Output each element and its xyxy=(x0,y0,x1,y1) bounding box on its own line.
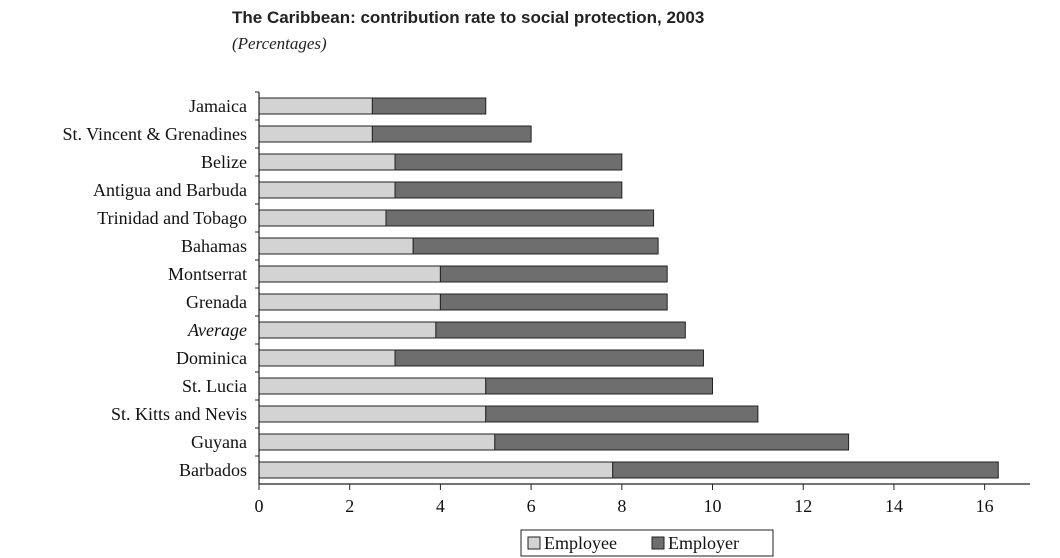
bar-employee xyxy=(258,237,414,255)
bar-employee xyxy=(258,377,487,395)
axes: Jamaica St. Vincent & Grenadines Belize Ant… xyxy=(62,91,1030,516)
chart-title: The Caribbean: contribution rate to soci… xyxy=(232,8,705,27)
bar-employer xyxy=(612,461,999,479)
x-tick-label: 10 xyxy=(704,496,722,516)
x-tick-label: 6 xyxy=(527,496,536,516)
y-tick-label: Montserrat xyxy=(168,264,247,284)
y-tick-label: St. Vincent & Grenadines xyxy=(62,124,247,144)
x-tick-label: 12 xyxy=(794,496,812,516)
bar-employee xyxy=(258,293,441,311)
bar-employee xyxy=(258,321,437,339)
x-tick-label: 14 xyxy=(885,496,903,516)
bars-layer xyxy=(258,97,999,479)
legend-box xyxy=(520,529,774,557)
x-tick-label: 0 xyxy=(255,496,264,516)
legend: Employee Employer xyxy=(520,529,774,557)
bar-employer xyxy=(412,237,659,255)
chart-subtitle: (Percentages) xyxy=(232,34,327,53)
x-tick-label: 2 xyxy=(345,496,354,516)
y-tick-label: Grenada xyxy=(186,292,247,312)
bar-employee xyxy=(258,433,496,451)
y-tick-label: Guyana xyxy=(191,432,247,452)
y-tick-label: St. Lucia xyxy=(182,376,247,396)
y-tick-label: Dominica xyxy=(176,348,247,368)
bar-employer xyxy=(394,349,704,367)
y-tick-label: Trinidad and Tobago xyxy=(97,208,247,228)
bar-employer xyxy=(439,265,668,283)
y-tick-label: Belize xyxy=(201,152,247,172)
bar-employee xyxy=(258,349,396,367)
legend-label-employee: Employee xyxy=(544,533,617,553)
bar-employee xyxy=(258,181,396,199)
y-tick-label: Barbados xyxy=(179,460,247,480)
bar-employer xyxy=(485,377,714,395)
y-tick-label: St. Kitts and Nevis xyxy=(111,404,247,424)
legend-swatch-employer xyxy=(651,536,665,550)
bar-employer xyxy=(371,97,487,115)
bar-employee xyxy=(258,461,614,479)
bar-employee xyxy=(258,97,373,115)
bar-employer xyxy=(394,181,623,199)
bar-employer xyxy=(485,405,759,423)
bar-employee xyxy=(258,265,441,283)
legend-label-employer: Employer xyxy=(668,533,739,553)
bar-employer xyxy=(435,321,686,339)
y-tick-label: Average xyxy=(187,320,247,340)
x-tick-label: 8 xyxy=(617,496,626,516)
bar-employee xyxy=(258,209,387,227)
y-tick-label: Bahamas xyxy=(181,236,247,256)
x-tick-label: 16 xyxy=(976,496,994,516)
x-tick-label: 4 xyxy=(436,496,445,516)
bar-employee xyxy=(258,153,396,171)
bar-employer xyxy=(394,153,623,171)
bar-employee xyxy=(258,405,487,423)
bar-employee xyxy=(258,125,373,143)
bar-employer xyxy=(371,125,532,143)
bar-employer xyxy=(439,293,668,311)
legend-swatch-employee xyxy=(527,536,541,550)
bar-employer xyxy=(385,209,655,227)
y-tick-label: Jamaica xyxy=(189,96,247,116)
bar-employer xyxy=(494,433,850,451)
y-tick-label: Antigua and Barbuda xyxy=(93,180,247,200)
